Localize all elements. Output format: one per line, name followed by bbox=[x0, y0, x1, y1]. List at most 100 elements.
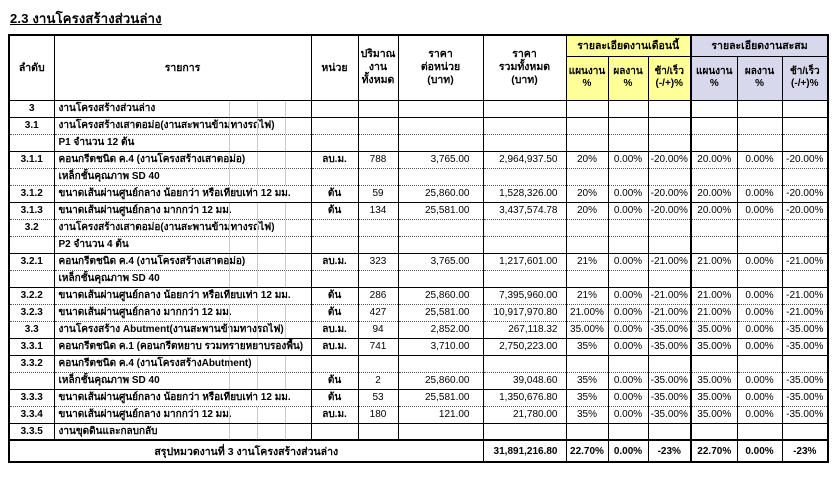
month-diff-cell bbox=[647, 423, 692, 441]
month-actual-cell bbox=[607, 270, 649, 288]
row-number-cell: 3.3.5 bbox=[8, 423, 55, 441]
cum-plan-cell bbox=[690, 117, 738, 135]
total-price-cell bbox=[482, 236, 567, 254]
month-actual-cell: 0.00% bbox=[607, 338, 649, 356]
unit-price-cell bbox=[397, 168, 484, 186]
unit-price-cell bbox=[397, 219, 484, 237]
header-cumulative-group: รายละเอียดงานสะสม bbox=[690, 35, 829, 57]
cum-actual-cell: 0.00% bbox=[736, 151, 783, 169]
cell-gridline bbox=[256, 406, 258, 422]
cell-gridline bbox=[256, 355, 258, 371]
quantity-cell bbox=[357, 423, 399, 441]
total-price-cell: 1,217,601.00 bbox=[482, 253, 567, 271]
row-number-cell: 3.1.2 bbox=[8, 185, 55, 203]
cum-actual-cell bbox=[736, 134, 783, 152]
table-row: 3.2.1 คอนกรีตชนิด ค.4 (งานโครงสร้างเสาตอ… bbox=[8, 253, 829, 271]
cum-diff-cell bbox=[781, 423, 829, 441]
cum-actual-cell: 0.00% bbox=[736, 338, 783, 356]
month-actual-cell bbox=[607, 168, 649, 186]
item-description-cell: ขนาดเส้นผ่านศูนย์กลาง น้อยกว่า หรือเทียบ… bbox=[53, 287, 312, 305]
cum-actual-cell bbox=[736, 117, 783, 135]
item-description-cell: เหล็กชั้นคุณภาพ SD 40 bbox=[53, 168, 312, 186]
month-diff-cell bbox=[647, 134, 692, 152]
cell-gridline bbox=[256, 253, 258, 269]
cum-diff-cell: -21.00% bbox=[781, 287, 829, 305]
cell-gridline bbox=[228, 355, 230, 371]
month-actual-cell: 0.00% bbox=[607, 253, 649, 271]
header-unit: หน่วย bbox=[310, 35, 359, 101]
month-diff-cell: -21.00% bbox=[647, 253, 692, 271]
unit-cell bbox=[310, 236, 359, 254]
row-number-cell bbox=[8, 168, 55, 186]
header-month-group: รายละเอียดงานเดือนนี้ bbox=[565, 35, 692, 57]
total-price-cell bbox=[482, 219, 567, 237]
row-number-cell bbox=[8, 236, 55, 254]
cum-plan-cell bbox=[690, 355, 738, 373]
unit-cell: ต้น bbox=[310, 287, 359, 305]
table-row: 3.2.3 ขนาดเส้นผ่านศูนย์กลาง มากกว่า 12 ม… bbox=[8, 304, 829, 322]
item-description-cell: ขนาดเส้นผ่านศูนย์กลาง มากกว่า 12 มม. bbox=[53, 202, 312, 220]
row-number-cell: 3.2 bbox=[8, 219, 55, 237]
header-no: ลำดับ bbox=[8, 35, 55, 101]
cum-plan-cell: 35.00% bbox=[690, 321, 738, 339]
table-row: 3 งานโครงสร้างส่วนล่าง bbox=[8, 100, 829, 118]
header-unit-price: ราคา ต่อหน่วย (บาท) bbox=[397, 35, 484, 101]
unit-cell bbox=[310, 423, 359, 441]
cell-gridline bbox=[256, 372, 258, 388]
cell-gridline bbox=[256, 202, 258, 218]
cum-plan-cell bbox=[690, 100, 738, 118]
cell-gridline bbox=[228, 321, 230, 337]
summary-month-diff-cell: -23% bbox=[647, 439, 692, 462]
total-price-cell: 2,964,937.50 bbox=[482, 151, 567, 169]
cum-plan-cell: 20.00% bbox=[690, 185, 738, 203]
table-row: 3.3.5 งานขุดดินและกลบกลับ bbox=[8, 423, 829, 441]
total-price-cell bbox=[482, 423, 567, 441]
unit-cell: ต้น bbox=[310, 202, 359, 220]
quantity-cell: 134 bbox=[357, 202, 399, 220]
cum-plan-cell bbox=[690, 168, 738, 186]
cum-actual-cell bbox=[736, 355, 783, 373]
month-plan-cell: 35% bbox=[565, 406, 609, 424]
month-actual-cell: 0.00% bbox=[607, 321, 649, 339]
cell-gridline bbox=[228, 151, 230, 167]
header-quantity: ปริมาณ งาน ทั้งหมด bbox=[357, 35, 399, 101]
month-diff-cell: -35.00% bbox=[647, 389, 692, 407]
cum-plan-cell bbox=[690, 236, 738, 254]
total-price-cell: 7,395,960.00 bbox=[482, 287, 567, 305]
item-description-cell: ขนาดเส้นผ่านศูนย์กลาง มากกว่า 12 มม. bbox=[53, 406, 312, 424]
cell-gridline bbox=[284, 321, 286, 337]
quantity-cell: 53 bbox=[357, 389, 399, 407]
unit-cell bbox=[310, 219, 359, 237]
month-diff-cell: -35.00% bbox=[647, 321, 692, 339]
cell-gridline bbox=[256, 219, 258, 235]
quantity-cell: 180 bbox=[357, 406, 399, 424]
row-number-cell: 3.3.4 bbox=[8, 406, 55, 424]
month-actual-cell bbox=[607, 355, 649, 373]
month-actual-cell: 0.00% bbox=[607, 304, 649, 322]
month-diff-cell: -35.00% bbox=[647, 338, 692, 356]
cell-gridline bbox=[284, 270, 286, 286]
item-description-cell: คอนกรีตชนิด ค.4 (งานโครงสร้างเสาตอม่อ) bbox=[53, 151, 312, 169]
table-body: 3 งานโครงสร้างส่วนล่าง 3.1 งานโครงสร้างเ… bbox=[8, 100, 829, 441]
cum-actual-cell bbox=[736, 423, 783, 441]
header-total-price: ราคา รวมทั้งหมด (บาท) bbox=[482, 35, 567, 101]
cum-diff-cell bbox=[781, 168, 829, 186]
month-actual-cell bbox=[607, 236, 649, 254]
header-month-actual: ผลงาน % bbox=[607, 56, 649, 101]
month-actual-cell bbox=[607, 219, 649, 237]
unit-cell bbox=[310, 134, 359, 152]
cum-diff-cell: -20.00% bbox=[781, 202, 829, 220]
item-description-cell: เหล็กชั้นคุณภาพ SD 40 bbox=[53, 270, 312, 288]
cell-gridline bbox=[228, 134, 230, 150]
unit-price-cell: 25,581.00 bbox=[397, 202, 484, 220]
table-row: 3.1.1 คอนกรีตชนิด ค.4 (งานโครงสร้างเสาตอ… bbox=[8, 151, 829, 169]
cum-plan-cell: 20.00% bbox=[690, 151, 738, 169]
cell-gridline bbox=[228, 168, 230, 184]
table-row: P1 จำนวน 12 ต้น bbox=[8, 134, 829, 152]
month-plan-cell bbox=[565, 117, 609, 135]
cell-gridline bbox=[256, 270, 258, 286]
row-number-cell: 3.1.3 bbox=[8, 202, 55, 220]
item-description-cell: คอนกรีตชนิด ค.4 (งานโครงสร้างเสาตอม่อ) bbox=[53, 253, 312, 271]
total-price-cell: 1,350,676.80 bbox=[482, 389, 567, 407]
item-description-cell: คอนกรีตชนิด ค.1 (คอนกรีตหยาบ รวมทรายหยาบ… bbox=[53, 338, 312, 356]
